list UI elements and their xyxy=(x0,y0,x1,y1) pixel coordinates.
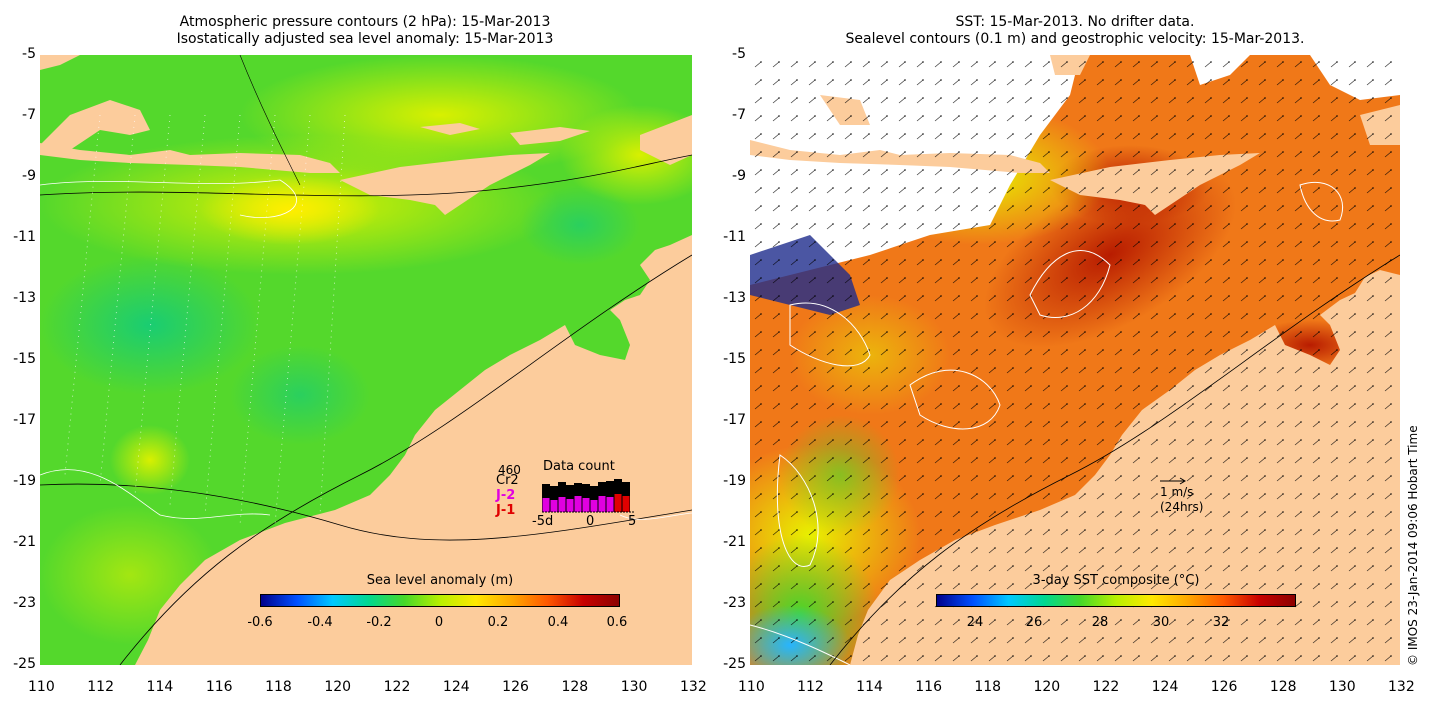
histogram-bar-j2 xyxy=(542,498,550,512)
lon-tick-label: 118 xyxy=(974,679,1002,695)
lon-tick-label: 122 xyxy=(383,679,411,695)
data-count-title: Data count xyxy=(543,459,615,474)
left-colorbar xyxy=(260,594,620,607)
lon-tick-label: 120 xyxy=(1033,679,1061,695)
data-count-max-label: 460 xyxy=(498,463,521,477)
lon-tick-label: 132 xyxy=(1388,679,1415,695)
histogram-bar-j2 xyxy=(574,496,582,512)
right-colorbar-title: 3-day SST composite (°C) xyxy=(1032,573,1200,588)
lat-tick-label: -19 xyxy=(13,473,36,489)
left-colorbar-tick: 0.2 xyxy=(487,615,509,630)
lat-tick-label: -5 xyxy=(22,46,36,62)
lat-tick-label: -25 xyxy=(723,656,746,672)
right-colorbar-tick: 26 xyxy=(1025,615,1043,630)
mission-label-j1: J-1 xyxy=(496,503,516,518)
lon-tick-label: 122 xyxy=(1092,679,1120,695)
mission-label-cr2: Cr2 xyxy=(496,473,519,488)
right-colorbar-tick: 30 xyxy=(1152,615,1170,630)
lat-tick-label: -19 xyxy=(723,473,746,489)
histogram-bar-j2 xyxy=(606,497,614,512)
lon-tick-label: 114 xyxy=(146,679,174,695)
lon-tick-label: 120 xyxy=(324,679,352,695)
histogram-bar-cr2 xyxy=(590,486,598,512)
left-colorbar-tick: 0 xyxy=(434,615,444,630)
lat-tick-label: -7 xyxy=(22,107,36,123)
lon-tick-label: 132 xyxy=(680,679,707,695)
histogram-bar-cr2 xyxy=(606,481,614,512)
mission-label-j2: J-2 xyxy=(496,488,516,503)
right-title-line2: Sealevel contours (0.1 m) and geostrophi… xyxy=(845,31,1305,47)
left-colorbar-title: Sea level anomaly (m) xyxy=(366,573,514,588)
right-colorbar-tick: 28 xyxy=(1091,615,1109,630)
lon-tick-label: 110 xyxy=(28,679,55,695)
lon-tick-label: 128 xyxy=(561,679,589,695)
lon-tick-label: 118 xyxy=(265,679,292,695)
histogram-bar-j2 xyxy=(582,498,590,512)
velocity-scale-label: 1 m/s xyxy=(1160,485,1194,499)
lat-tick-label: -25 xyxy=(13,656,36,672)
velocity-scale-note: (24hrs) xyxy=(1160,500,1204,514)
lat-tick-label: -13 xyxy=(13,290,36,306)
right-colorbar-tick: 24 xyxy=(966,615,984,630)
lat-tick-label: -23 xyxy=(13,595,36,611)
lat-tick-label: -5 xyxy=(732,46,746,62)
data-count-xlabel: -5d xyxy=(532,514,554,529)
data-count-histogram xyxy=(542,479,634,513)
lon-tick-label: 114 xyxy=(856,679,883,695)
lat-tick-label: -11 xyxy=(13,229,36,245)
lon-tick-label: 112 xyxy=(87,679,114,695)
lat-tick-label: -17 xyxy=(13,412,36,428)
lon-tick-label: 128 xyxy=(1269,679,1297,695)
lat-tick-label: -7 xyxy=(732,107,746,123)
sst-map xyxy=(750,55,1400,665)
lon-tick-label: 116 xyxy=(205,679,233,695)
histogram-bar-j2 xyxy=(622,496,630,512)
left-colorbar-tick: 0.6 xyxy=(606,615,628,630)
left-colorbar-tick: -0.6 xyxy=(247,615,273,630)
lat-tick-label: -15 xyxy=(723,351,746,367)
histogram-bar-j2 xyxy=(550,500,558,512)
left-colorbar-tick: -0.2 xyxy=(366,615,392,630)
sea-level-anomaly-map xyxy=(40,55,692,665)
lat-tick-label: -15 xyxy=(13,351,36,367)
lon-tick-label: 130 xyxy=(620,679,648,695)
lat-tick-label: -21 xyxy=(13,534,36,550)
lon-tick-label: 112 xyxy=(797,679,824,695)
lat-tick-label: -9 xyxy=(22,168,36,184)
lat-tick-label: -11 xyxy=(723,229,746,245)
histogram-bar-j2 xyxy=(558,497,566,512)
lat-tick-label: -23 xyxy=(723,595,746,611)
lat-tick-label: -21 xyxy=(723,534,746,550)
lon-tick-label: 126 xyxy=(502,679,529,695)
credit-text: © IMOS 23-Jan-2014 09:06 Hobart Time xyxy=(1406,425,1420,666)
right-colorbar-tick: 32 xyxy=(1212,615,1230,630)
lon-tick-label: 126 xyxy=(1210,679,1238,695)
lon-tick-label: 124 xyxy=(1151,679,1179,695)
histogram-bar-cr2 xyxy=(566,485,574,512)
lat-tick-label: -17 xyxy=(723,412,746,428)
lon-tick-label: 116 xyxy=(915,679,942,695)
right-title-line1: SST: 15-Mar-2013. No drifter data. xyxy=(955,14,1195,30)
lon-tick-label: 110 xyxy=(738,679,765,695)
histogram-bar-j2 xyxy=(614,494,622,512)
right-colorbar xyxy=(936,594,1296,607)
data-count-xlabel: 5 xyxy=(628,514,637,529)
lat-tick-label: -9 xyxy=(732,168,746,184)
left-title-line1: Atmospheric pressure contours (2 hPa): 1… xyxy=(179,14,551,30)
histogram-bar-j2 xyxy=(590,500,598,512)
lon-tick-label: 124 xyxy=(442,679,470,695)
lat-tick-label: -13 xyxy=(723,290,746,306)
data-count-xlabel: 0 xyxy=(586,514,595,529)
left-colorbar-tick: 0.4 xyxy=(547,615,569,630)
histogram-bar-cr2 xyxy=(550,486,558,512)
left-colorbar-tick: -0.4 xyxy=(307,615,333,630)
histogram-bar-j2 xyxy=(566,499,574,512)
histogram-bar-j2 xyxy=(598,496,606,512)
left-title-line2: Isostatically adjusted sea level anomaly… xyxy=(176,31,554,47)
velocity-scale-arrow xyxy=(1160,477,1186,485)
lon-tick-label: 130 xyxy=(1328,679,1356,695)
